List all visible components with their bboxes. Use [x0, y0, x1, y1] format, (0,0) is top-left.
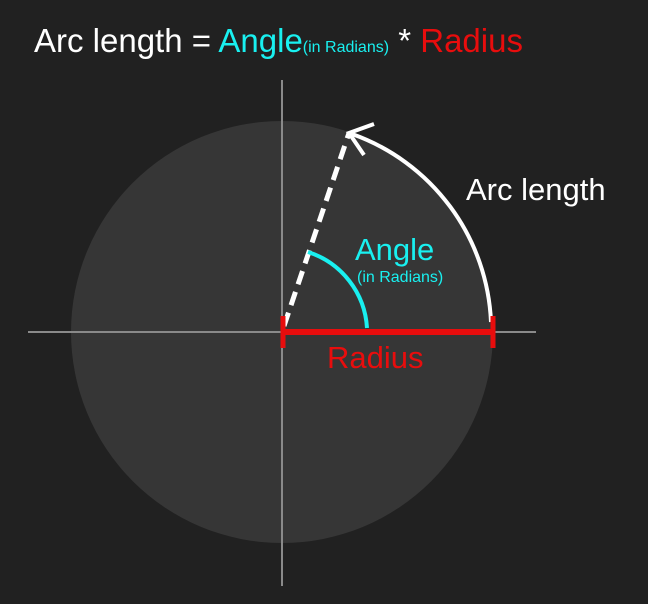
angle-unit-label: (in Radians)	[357, 269, 444, 286]
formula-angle: Angle	[218, 22, 303, 59]
angle-label: Angle	[355, 232, 435, 267]
formula-lhs: Arc length =	[34, 22, 212, 59]
radius-label: Radius	[327, 340, 424, 375]
formula-angle-sub: (in Radians)	[302, 39, 390, 56]
formula-radius: Radius	[420, 22, 523, 59]
angle-radius-dashed-line	[281, 132, 352, 327]
angle-arc	[307, 250, 369, 329]
arc-length-arc	[351, 132, 493, 323]
formula-title: Arc length = Angle(in Radians) * Radius	[34, 22, 523, 60]
arc-length-label: Arc length	[466, 172, 606, 207]
formula-times: *	[398, 22, 412, 59]
arc-arrowhead-icon	[345, 122, 375, 157]
